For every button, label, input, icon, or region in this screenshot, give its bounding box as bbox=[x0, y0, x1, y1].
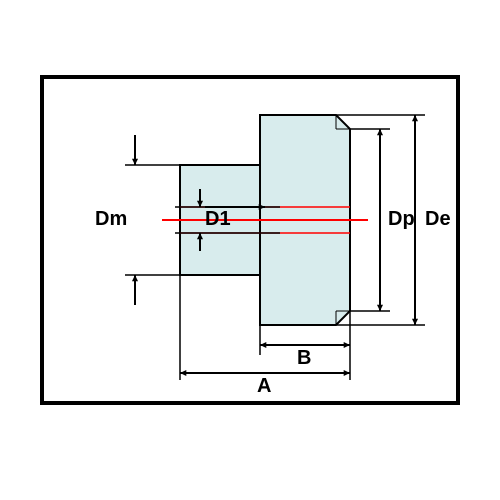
dimension-label-dm: Dm bbox=[95, 208, 127, 231]
dimension-label-b: B bbox=[297, 347, 311, 370]
technical-drawing bbox=[0, 0, 500, 500]
dimension-label-dp: Dp bbox=[388, 208, 415, 231]
dimension-label-a: A bbox=[257, 375, 271, 398]
dimension-label-de: De bbox=[425, 208, 451, 231]
diagram-container: Dm D1 Dp De A B bbox=[0, 0, 500, 500]
dimension-label-d1: D1 bbox=[205, 208, 231, 231]
